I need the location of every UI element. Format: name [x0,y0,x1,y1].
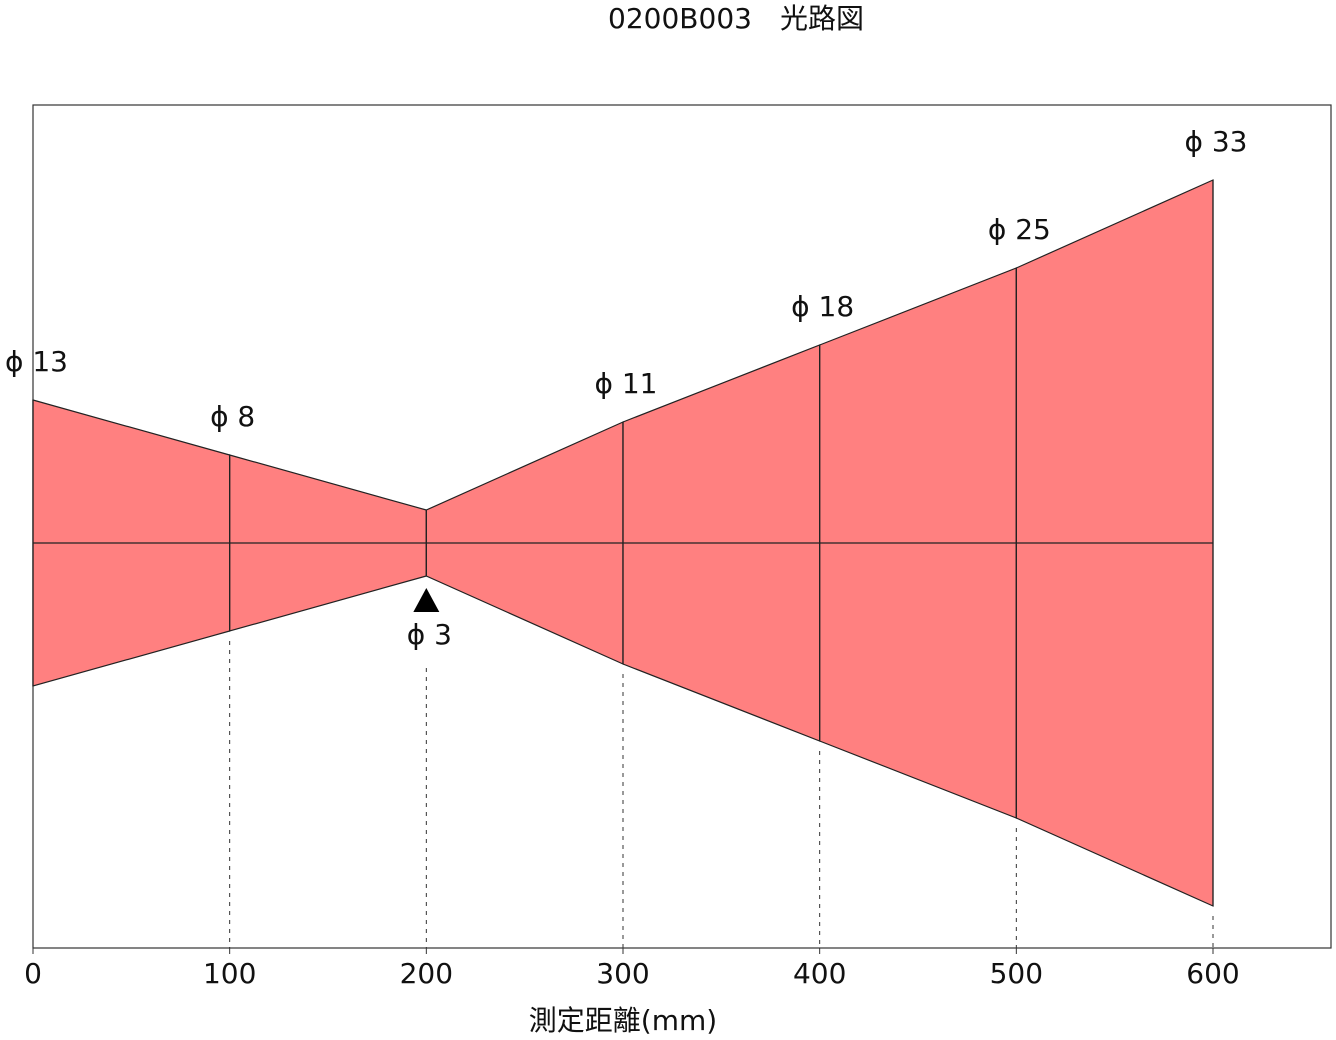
x-axis-label: 測定距離(mm) [529,1004,717,1037]
value-label: ϕ 8 [210,400,255,433]
x-tick-label: 0 [24,957,42,990]
x-tick-label: 200 [400,957,453,990]
value-label: ϕ 3 [407,618,452,651]
x-tick-label: 400 [793,957,846,990]
x-tick-label: 500 [990,957,1043,990]
value-label: ϕ 33 [1185,125,1248,158]
value-label: ϕ 11 [595,367,658,400]
focus-marker [413,588,440,612]
x-tick-label: 300 [596,957,649,990]
value-label: ϕ 13 [5,345,68,378]
chart-title: 0200B003 光路図 [608,2,864,35]
value-label: ϕ 18 [791,290,854,323]
value-label: ϕ 25 [988,213,1051,246]
x-tick-label: 100 [203,957,256,990]
x-tick-label: 600 [1186,957,1239,990]
